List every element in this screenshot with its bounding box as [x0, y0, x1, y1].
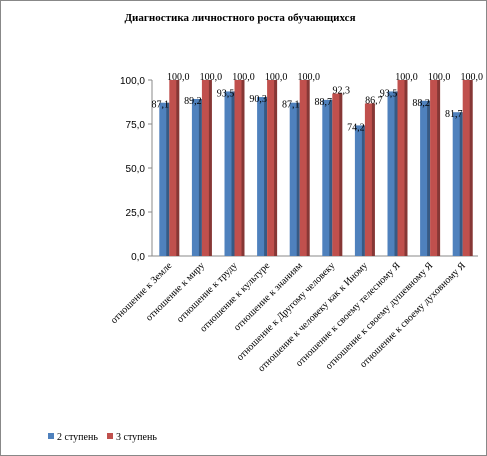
bar-side	[469, 80, 473, 256]
bar-side	[176, 80, 180, 256]
value-label: 100,0	[200, 72, 223, 83]
value-label: 87,1	[282, 100, 300, 111]
bar	[452, 112, 463, 256]
bar-side	[427, 100, 431, 256]
bar-side	[459, 112, 463, 256]
bar-side	[231, 91, 235, 256]
value-label: 100,0	[460, 72, 483, 83]
bar	[201, 80, 212, 256]
bar-side	[296, 102, 300, 256]
bar-side	[404, 80, 408, 256]
legend-swatch	[48, 433, 54, 439]
y-tick-label: 25,0	[126, 208, 146, 219]
bar-side	[394, 91, 398, 256]
bar-side	[339, 93, 343, 256]
bar-side	[208, 80, 212, 256]
value-label: 88,7	[315, 97, 333, 108]
value-label: 89,2	[184, 96, 202, 107]
value-label: 88,2	[412, 98, 430, 109]
bar-side	[198, 99, 202, 257]
bar	[234, 80, 245, 256]
value-label: 74,2	[347, 122, 365, 133]
value-label: 100,0	[395, 72, 418, 83]
value-label: 93,5	[217, 88, 235, 99]
value-label: 81,7	[445, 109, 463, 120]
bar-side	[437, 80, 441, 256]
value-label: 100,0	[167, 72, 190, 83]
bar	[420, 100, 431, 256]
bar-side	[166, 102, 170, 256]
value-label: 100,0	[297, 72, 320, 83]
bar	[462, 80, 473, 256]
bar	[289, 102, 300, 256]
value-label: 93,5	[380, 88, 398, 99]
legend-label: 3 ступень	[116, 432, 157, 443]
bar	[267, 80, 278, 256]
y-tick-label: 100,0	[120, 76, 145, 87]
bar-side	[361, 125, 365, 257]
value-label: 100,0	[232, 72, 255, 83]
y-tick-label: 50,0	[126, 164, 146, 175]
bar	[397, 80, 408, 256]
value-label: 92,3	[333, 86, 351, 97]
bar	[224, 91, 235, 256]
bar	[387, 91, 398, 256]
y-tick-label: 0,0	[131, 252, 145, 263]
bar-side	[329, 99, 333, 256]
legend-swatch	[107, 433, 113, 439]
bar	[169, 80, 180, 256]
bar-side	[264, 97, 268, 257]
value-label: 87,1	[152, 100, 170, 111]
value-label: 86,7	[365, 95, 383, 106]
bar	[332, 93, 343, 256]
bar-side	[306, 80, 310, 256]
value-label: 100,0	[265, 72, 288, 83]
y-tick-label: 75,0	[126, 120, 146, 131]
bar	[322, 99, 333, 256]
bar-side	[274, 80, 278, 256]
bar	[299, 80, 310, 256]
bar-side	[241, 80, 245, 256]
bar	[159, 102, 170, 256]
bar	[191, 99, 202, 257]
legend-label: 2 ступень	[57, 432, 98, 443]
bar-side	[371, 103, 375, 257]
value-label: 90,3	[249, 94, 267, 105]
bar	[364, 103, 375, 257]
value-label: 100,0	[428, 72, 451, 83]
bar	[354, 125, 365, 257]
bar	[430, 80, 441, 256]
bar	[257, 97, 268, 257]
chart-title: Диагностика личностного роста обучающихс…	[124, 12, 355, 24]
